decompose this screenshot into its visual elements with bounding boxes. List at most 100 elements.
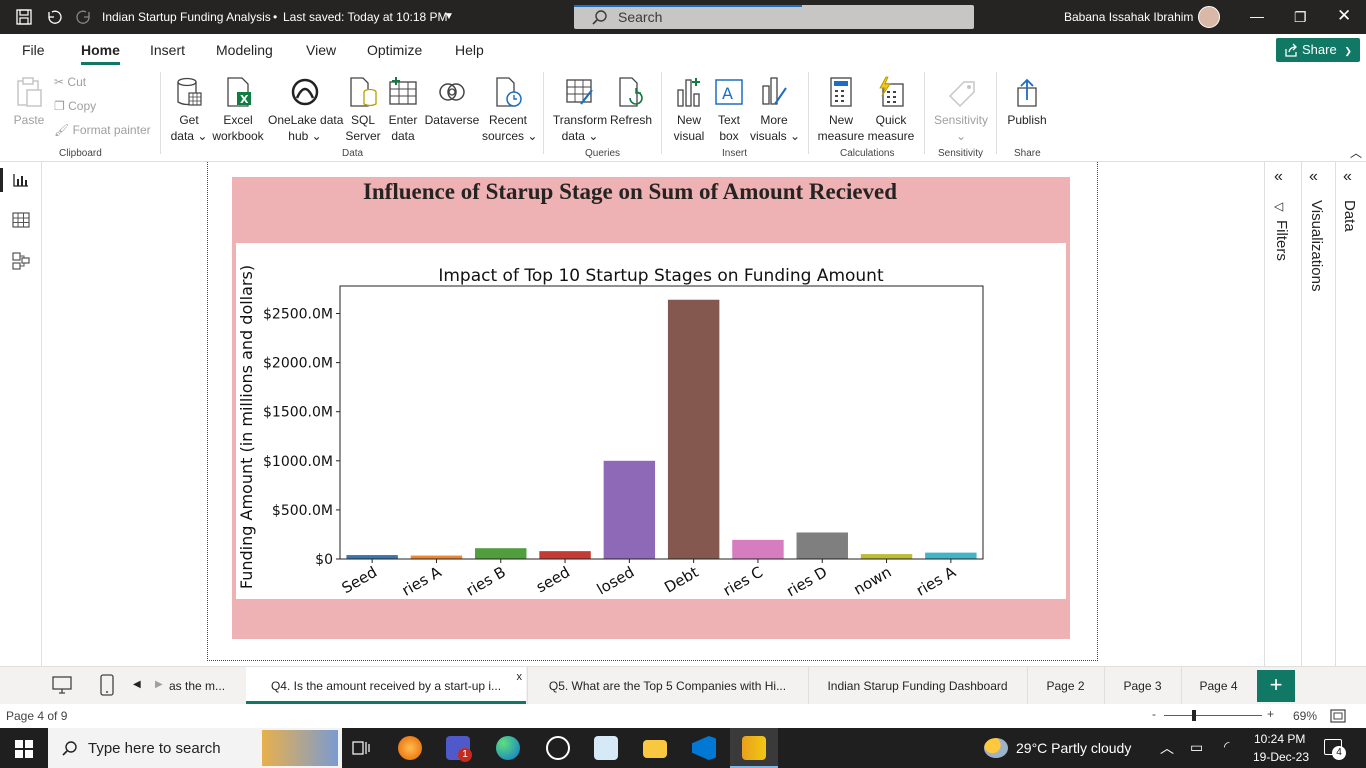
share-button[interactable]: Share ❯: [1276, 38, 1360, 62]
dataverse-button[interactable]: Dataverse: [424, 76, 480, 128]
teams-icon[interactable]: 1: [446, 736, 472, 762]
close-icon[interactable]: ✕: [1337, 6, 1352, 25]
sql-server-button[interactable]: SQL Server: [344, 76, 382, 144]
clock-time[interactable]: 10:24 PM: [1254, 732, 1306, 746]
menu-help[interactable]: Help: [455, 42, 484, 58]
recent-sources-button[interactable]: Recent sources ⌄: [482, 76, 537, 144]
page-tab[interactable]: Page 3: [1104, 667, 1180, 704]
add-page-button[interactable]: +: [1257, 670, 1295, 702]
format-painter-button[interactable]: 🖌 Format painter: [54, 122, 151, 138]
restore-icon[interactable]: ❐: [1294, 9, 1307, 25]
clock-date[interactable]: 19-Dec-23: [1253, 750, 1310, 764]
page-tab-active[interactable]: Q4. Is the amount received by a start-up…: [246, 667, 526, 704]
close-tab-icon[interactable]: x: [516, 671, 523, 683]
menu-optimize[interactable]: Optimize: [367, 42, 423, 58]
redo-icon[interactable]: [76, 9, 92, 25]
page-tab[interactable]: Q5. What are the Top 5 Companies with Hi…: [527, 667, 807, 704]
search-box[interactable]: Search: [574, 5, 974, 29]
page-tab[interactable]: Page 4: [1181, 667, 1255, 704]
view-switcher: [0, 162, 42, 666]
desktop-layout-icon[interactable]: [52, 676, 72, 694]
save-icon[interactable]: [16, 9, 32, 25]
last-saved-label[interactable]: Last saved: Today at 10:18 PM: [283, 10, 448, 24]
bar: [475, 548, 527, 559]
paste-button[interactable]: Paste: [12, 76, 46, 128]
new-measure-button[interactable]: New measure: [816, 76, 866, 144]
table-view-icon[interactable]: [12, 212, 30, 228]
menu-home[interactable]: Home: [81, 42, 120, 65]
taskbar-search-placeholder: Type here to search: [88, 740, 221, 757]
notification-center-icon[interactable]: 4: [1324, 739, 1346, 760]
menu-file[interactable]: File: [22, 42, 45, 58]
task-view-icon[interactable]: [352, 740, 370, 756]
fit-to-page-icon[interactable]: [1330, 709, 1346, 723]
expand-filters-icon[interactable]: «: [1274, 168, 1283, 185]
enter-data-button[interactable]: Enter data: [384, 76, 422, 144]
scroll-right-icon[interactable]: ▶: [155, 679, 163, 690]
search-focus-line: [574, 5, 802, 7]
zoom-slider[interactable]: [1164, 715, 1262, 716]
sensitivity-icon: [948, 81, 975, 108]
menu-modeling[interactable]: Modeling: [216, 42, 273, 58]
onelake-hub-button[interactable]: OneLake data hub ⌄: [268, 76, 343, 144]
minimize-icon[interactable]: —: [1250, 8, 1264, 24]
x-tick-label: Seed: [339, 563, 380, 597]
expand-visualizations-icon[interactable]: «: [1309, 168, 1318, 185]
report-view-icon[interactable]: [12, 172, 30, 188]
page-tab[interactable]: Indian Starup Funding Dashboard: [808, 667, 1026, 704]
chart-visual[interactable]: Influence of Starup Stage on Sum of Amou…: [232, 177, 1070, 639]
model-view-icon[interactable]: [12, 252, 30, 270]
menu-view[interactable]: View: [306, 42, 337, 58]
excel-workbook-button[interactable]: X Excel workbook: [210, 76, 266, 144]
snowflake-app-icon[interactable]: [594, 736, 618, 760]
avatar[interactable]: [1198, 6, 1220, 28]
group-data: Data: [342, 148, 364, 159]
firefox-icon[interactable]: [398, 736, 422, 760]
more-visuals-button[interactable]: More visuals ⌄: [750, 76, 800, 144]
undo-icon[interactable]: [46, 9, 62, 25]
vscode-icon[interactable]: [692, 736, 716, 760]
sql-server-label: SQL Server: [345, 113, 381, 143]
cut-button[interactable]: ✂ Cut: [54, 74, 86, 90]
chatgpt-icon[interactable]: [546, 736, 570, 760]
file-explorer-icon[interactable]: [643, 740, 667, 758]
chevron-up-icon[interactable]: ︿: [1160, 740, 1174, 756]
get-data-button[interactable]: Get data ⌄: [170, 76, 208, 144]
mobile-layout-icon[interactable]: [100, 674, 114, 696]
data-pane[interactable]: « Data: [1336, 162, 1366, 666]
taskbar-search[interactable]: Type here to search: [48, 728, 342, 768]
scroll-left-icon[interactable]: ◀: [133, 679, 141, 690]
zoom-in-icon[interactable]: +: [1267, 707, 1275, 721]
sensitivity-button[interactable]: Sensitivity ⌄: [932, 76, 990, 144]
battery-icon[interactable]: ▭: [1190, 739, 1204, 755]
transform-data-button[interactable]: Transform data ⌄: [552, 76, 608, 144]
zoom-level[interactable]: 69%: [1293, 709, 1318, 723]
bar: [667, 299, 720, 559]
copy-button[interactable]: ❐ Copy: [54, 98, 96, 114]
windows-start-icon[interactable]: [15, 740, 33, 758]
edge-icon[interactable]: [496, 736, 520, 760]
weather-text[interactable]: 29°C Partly cloudy: [1016, 740, 1132, 756]
chevron-down-icon[interactable]: ▼: [444, 11, 454, 22]
text-box-button[interactable]: A Text box: [710, 76, 748, 144]
publish-button[interactable]: Publish: [1004, 76, 1050, 128]
page-tab[interactable]: Page 2: [1027, 667, 1103, 704]
expand-data-icon[interactable]: «: [1343, 168, 1352, 185]
filters-pane[interactable]: « ▽ Filters: [1265, 162, 1299, 666]
wifi-icon[interactable]: ◜: [1224, 738, 1230, 754]
menu-insert[interactable]: Insert: [150, 42, 186, 58]
quick-measure-button[interactable]: Quick measure: [866, 76, 916, 144]
group-queries: Queries: [585, 148, 621, 159]
collapse-ribbon-icon[interactable]: ︿: [1350, 146, 1363, 160]
get-data-label: Get data ⌄: [170, 113, 208, 143]
refresh-button[interactable]: Refresh: [610, 76, 652, 128]
zoom-out-icon[interactable]: -: [1152, 707, 1156, 721]
paste-label: Paste: [13, 113, 45, 127]
paste-icon: [17, 77, 42, 107]
page-tabs: ◀ ▶ as the m... Q4. Is the amount receiv…: [0, 666, 1366, 704]
page-tab[interactable]: as the m...: [169, 679, 226, 693]
visualizations-pane[interactable]: « Visualizations: [1302, 162, 1336, 666]
new-visual-button[interactable]: New visual: [670, 76, 708, 144]
power-bi-icon[interactable]: [742, 736, 766, 760]
zoom-slider-thumb[interactable]: [1192, 710, 1196, 721]
